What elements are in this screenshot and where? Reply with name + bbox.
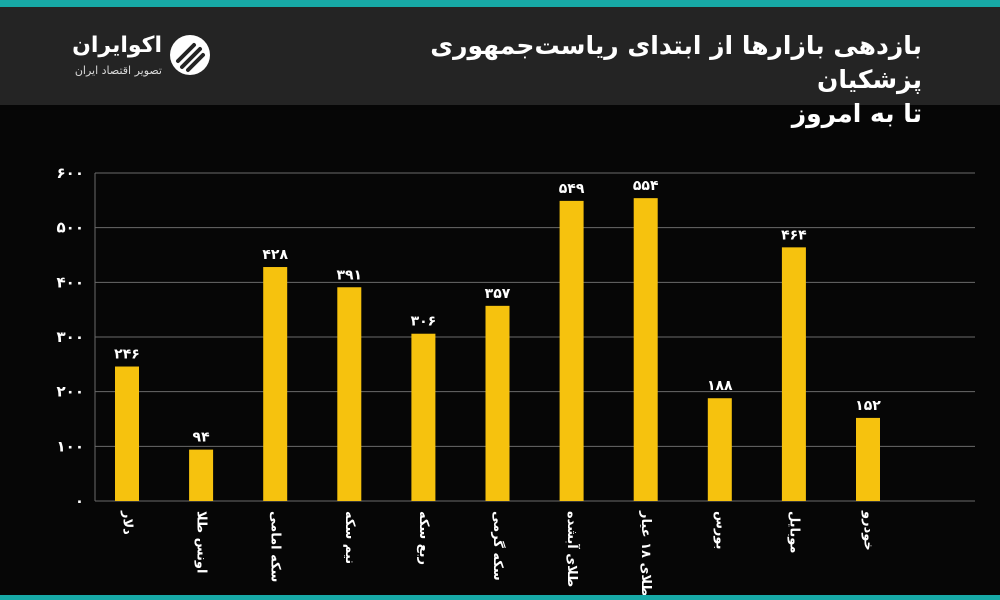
data-label: ۵۴۹: [559, 181, 585, 197]
y-tick-label: ۶۰۰: [57, 164, 84, 182]
y-tick-label: ۰: [75, 492, 84, 510]
y-tick-label: ۴۰۰: [57, 273, 84, 291]
data-label: ۳۰۶: [411, 314, 437, 330]
data-label: ۵۵۴: [633, 178, 659, 194]
bar: [856, 417, 880, 501]
data-label: ۴۲۸: [262, 247, 288, 263]
bar: [189, 449, 214, 501]
category-label: طلای آبشده: [564, 511, 581, 587]
bottom-accent-bar: [0, 595, 1000, 600]
header: بازدهی بازارها از ابتدای ریاست‌جمهوری پز…: [0, 7, 1000, 128]
bar: [781, 247, 806, 501]
data-label: ۳۹۱: [336, 267, 362, 283]
bar: [633, 198, 658, 501]
bar: [707, 398, 732, 501]
category-label: سکه امامی: [268, 511, 283, 582]
bar: [485, 305, 510, 501]
bar: [115, 366, 139, 501]
brand-logo: اکوایران تصویر اقتصاد ایران: [60, 31, 220, 91]
title-line-1: بازدهی بازارها از ابتدای ریاست‌جمهوری پز…: [430, 31, 922, 94]
category-label: دلار: [120, 510, 135, 535]
category-label: اونس طلا: [194, 511, 209, 573]
bar: [337, 287, 362, 501]
data-label: ۴۶۴: [781, 227, 807, 243]
data-label: ۳۵۷: [485, 286, 511, 302]
category-label: بورس: [712, 511, 727, 549]
category-label: موبایل: [786, 511, 801, 553]
category-label: خودرو: [861, 510, 876, 551]
logo-mark-icon: [170, 35, 210, 75]
category-label: سکه گرمی: [490, 511, 506, 581]
category-label: طلای ۱۸ عیار: [638, 510, 653, 595]
y-tick-label: ۲۰۰: [57, 383, 84, 401]
data-label: ۱۵۲: [855, 398, 881, 414]
category-labels: دلار اونس طلا سکه امامی نیم سکه ربع سکه سکه گ…: [120, 510, 876, 595]
data-label: ۹۴: [193, 430, 211, 446]
data-label: ۱۸۸: [707, 378, 733, 394]
bar: [411, 333, 436, 501]
bar: [559, 200, 584, 501]
top-accent-bar: [0, 0, 1000, 7]
bars: [115, 198, 880, 501]
y-tick-label: ۱۰۰: [57, 437, 84, 455]
category-label: ربع سکه: [416, 511, 431, 565]
y-axis-ticks: ۰ ۱۰۰ ۲۰۰ ۳۰۰ ۴۰۰ ۵۰۰ ۶۰۰: [57, 164, 84, 510]
data-labels: ۲۴۶ ۹۴ ۴۲۸ ۳۹۱ ۳۰۶ ۳۵۷ ۵۴۹ ۵۵۴ ۱۸۸ ۴۶۴ ۱۵۲: [114, 178, 881, 445]
data-label: ۲۴۶: [114, 347, 140, 363]
bar-chart: ۰ ۱۰۰ ۲۰۰ ۳۰۰ ۴۰۰ ۵۰۰ ۶۰۰ ۲۴۶ ۹۴ ۴۲۸ ۳۹۱ ۳۰۶ ۳۵۷ ۵۴۹…: [57, 164, 975, 595]
chart-title: بازدهی بازارها از ابتدای ریاست‌جمهوری پز…: [362, 29, 922, 131]
bar: [263, 267, 288, 501]
y-tick-label: ۵۰۰: [57, 219, 84, 237]
y-tick-label: ۳۰۰: [57, 328, 84, 346]
logo-name: اکوایران: [72, 33, 162, 58]
title-line-2: تا به امروز: [791, 99, 922, 128]
gridlines: [94, 172, 975, 502]
logo-tagline: تصویر اقتصاد ایران: [74, 64, 162, 77]
category-label: نیم سکه: [342, 511, 357, 564]
